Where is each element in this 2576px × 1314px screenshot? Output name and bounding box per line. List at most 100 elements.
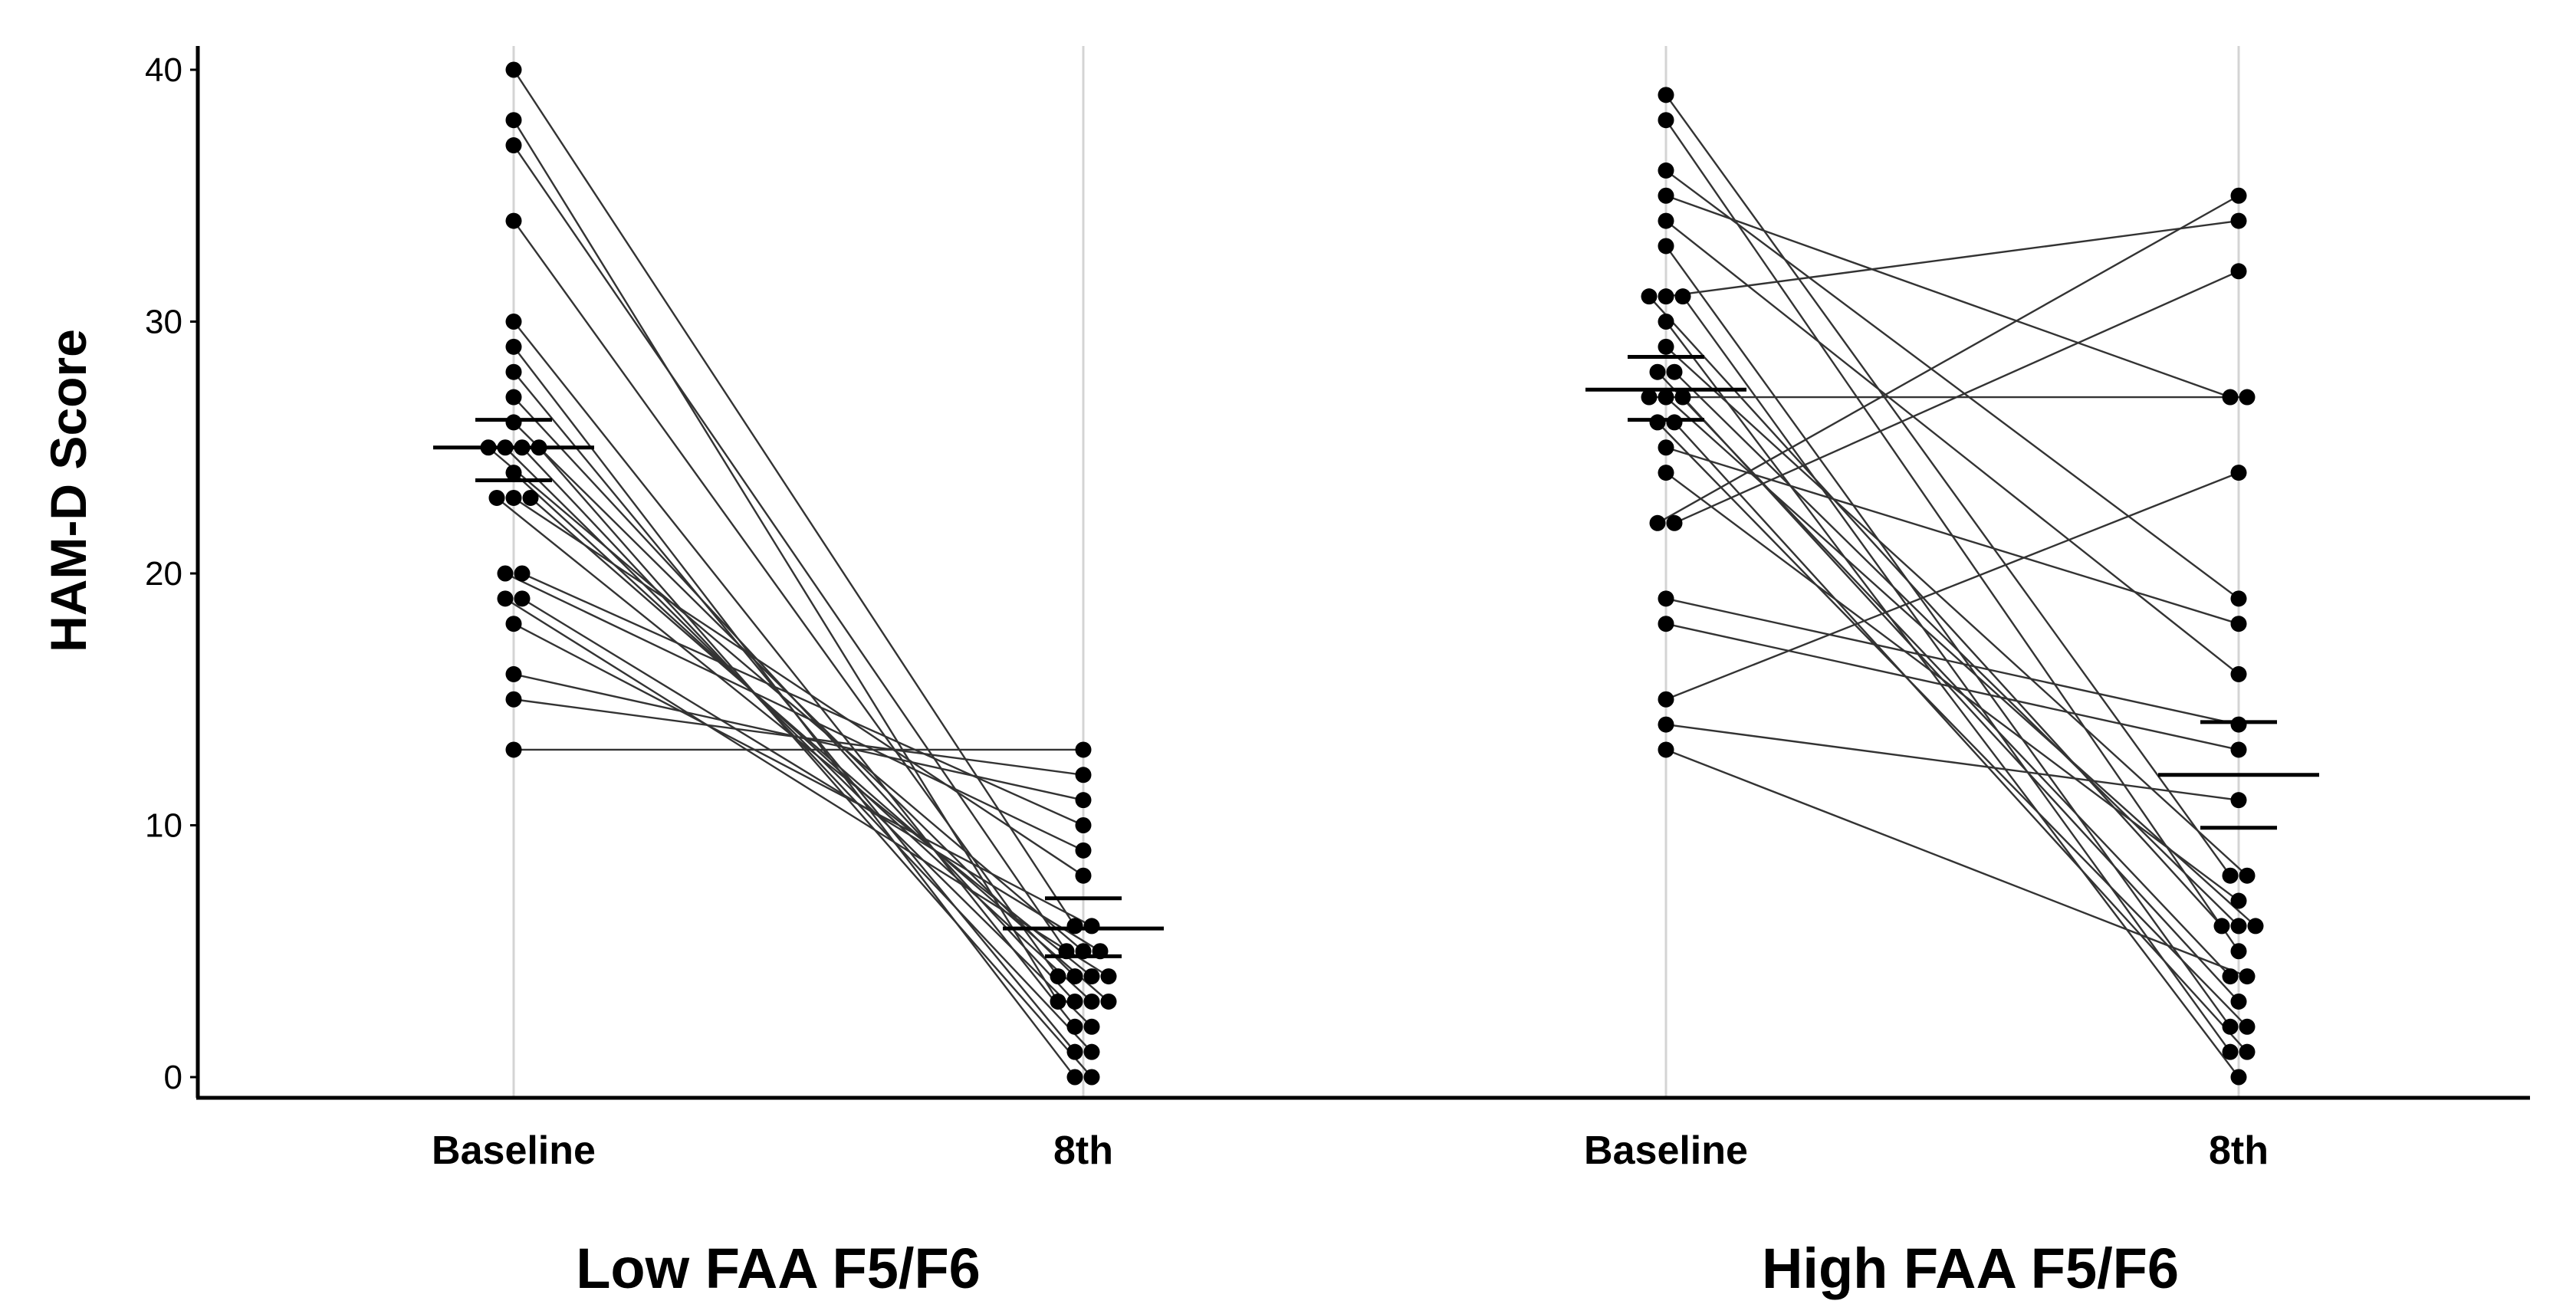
followup-point	[2239, 968, 2256, 985]
subject-line	[521, 572, 1084, 826]
followup-point	[1050, 993, 1066, 1010]
baseline-point	[497, 590, 514, 607]
subject-line	[513, 497, 1084, 877]
followup-point	[1066, 1018, 1083, 1035]
baseline-point	[1666, 363, 1683, 380]
followup-point	[1100, 993, 1117, 1010]
y-tick-label: 10	[145, 807, 182, 845]
followup-point	[2222, 1018, 2239, 1035]
baseline-point	[1674, 288, 1691, 305]
category-label: 8th	[1053, 1128, 1113, 1173]
baseline-point	[1658, 590, 1674, 607]
baseline-point	[1666, 514, 1683, 531]
followup-point	[2222, 389, 2239, 406]
axis-layer	[196, 46, 2530, 1100]
followup-point	[2230, 665, 2247, 682]
baseline-point	[505, 314, 522, 330]
baseline-point	[1658, 314, 1674, 330]
followup-point	[2230, 1069, 2247, 1086]
baseline-point	[1641, 389, 1658, 406]
followup-point	[2239, 1043, 2256, 1060]
followup-point	[2230, 918, 2247, 935]
baseline-point	[514, 590, 531, 607]
subject-line	[1665, 597, 2239, 726]
y-tick-label: 30	[145, 304, 182, 341]
baseline-point	[522, 489, 539, 506]
text-layer: HAM-D Score 0 10 20 30 40 Baseline 8th Low FAA …	[40, 51, 2269, 1300]
followup-point	[2230, 943, 2247, 960]
baseline-point	[505, 112, 522, 129]
baseline-point	[505, 741, 522, 758]
baseline-point	[505, 389, 522, 406]
baseline-point	[1658, 187, 1674, 204]
baseline-point	[1649, 363, 1666, 380]
baseline-point	[505, 338, 522, 355]
subject-line	[1682, 396, 2239, 1003]
subject-line	[1665, 195, 2231, 399]
followup-point	[1075, 767, 1092, 783]
followup-point	[2230, 792, 2247, 809]
subject-line	[513, 220, 1059, 977]
followup-point	[1066, 1069, 1083, 1086]
followup-point	[1075, 741, 1092, 758]
subject-line	[1657, 422, 2248, 1028]
followup-point	[2239, 389, 2256, 406]
followup-point	[2222, 867, 2239, 884]
baseline-point	[1658, 439, 1674, 456]
baseline-point	[1658, 389, 1674, 406]
followup-point	[2230, 993, 2247, 1010]
followup-point	[2247, 918, 2264, 935]
followup-point	[1083, 1043, 1100, 1060]
followup-point	[2230, 716, 2247, 733]
followup-point	[1075, 842, 1092, 859]
subject-line	[538, 446, 1092, 1078]
baseline-point	[1658, 87, 1674, 103]
baseline-point	[505, 616, 522, 632]
subject-line	[1665, 245, 2231, 1028]
followup-point	[2230, 465, 2247, 481]
followup-point	[2222, 968, 2239, 985]
followup-point	[1066, 968, 1083, 985]
followup-point	[1066, 993, 1083, 1010]
subject-line	[1648, 295, 2223, 927]
subject-line	[1665, 169, 2239, 600]
y-tick-label: 0	[164, 1059, 182, 1096]
baseline-point	[505, 489, 522, 506]
subject-line	[1665, 623, 2239, 751]
baseline-point	[1649, 514, 1666, 531]
subject-line	[512, 120, 1060, 1003]
baseline-point	[1658, 741, 1674, 758]
baseline-point	[1658, 162, 1674, 179]
baseline-point	[1649, 414, 1666, 431]
followup-point	[2230, 741, 2247, 758]
baseline-point	[497, 565, 514, 582]
followup-point	[1050, 968, 1066, 985]
grid-layer	[512, 46, 2240, 1096]
followup-point	[2230, 212, 2247, 229]
followup-point	[1066, 1043, 1083, 1060]
line-layer	[488, 69, 2256, 1078]
baseline-point	[505, 61, 522, 78]
subject-line	[513, 698, 1084, 776]
followup-point	[1083, 968, 1100, 985]
baseline-point	[505, 665, 522, 682]
baseline-point	[1658, 465, 1674, 481]
baseline-point	[505, 414, 522, 431]
subject-line	[521, 597, 1101, 952]
followup-point	[1083, 1069, 1100, 1086]
baseline-point	[1658, 616, 1674, 632]
subject-line	[513, 623, 1092, 927]
baseline-point	[505, 212, 522, 229]
baseline-point	[1674, 389, 1691, 406]
subject-line	[512, 69, 1076, 927]
subject-line	[488, 446, 1084, 952]
subject-line	[1665, 219, 2239, 297]
followup-point	[2230, 187, 2247, 204]
subject-line	[1674, 270, 2239, 524]
baseline-point	[505, 363, 522, 380]
subject-line	[1665, 446, 2239, 625]
followup-point	[1083, 1018, 1100, 1035]
subject-line	[504, 572, 1084, 852]
followup-point	[2230, 616, 2247, 632]
